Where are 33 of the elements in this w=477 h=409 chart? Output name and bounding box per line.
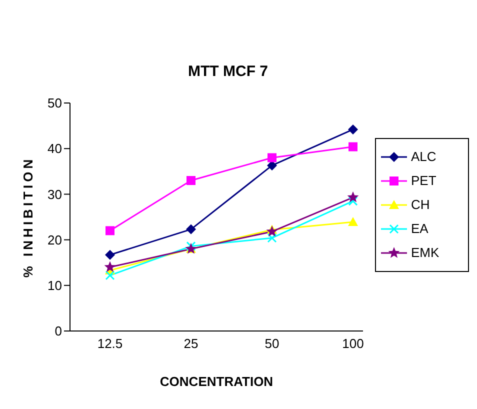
point: [347, 191, 359, 202]
point: [267, 233, 277, 243]
y-tick-label: 20: [48, 232, 62, 248]
point: [105, 270, 115, 280]
legend-label: CH: [411, 197, 430, 212]
y-axis-title: % INHIBITION: [20, 156, 36, 278]
point: [186, 224, 196, 234]
x-tick-label: 25: [184, 336, 198, 352]
x-tick-label: 12.5: [97, 336, 123, 352]
y-tick-label: 10: [48, 278, 62, 294]
y-tick-label: 0: [54, 324, 62, 339]
legend-label: PET: [411, 173, 436, 188]
x-axis-title: CONCENTRATION: [160, 374, 274, 389]
point: [348, 196, 358, 206]
point: [106, 226, 114, 236]
x-tick-label: 100: [342, 336, 364, 352]
point: [348, 124, 358, 134]
point: [105, 250, 115, 260]
legend-label: ALC: [411, 149, 436, 164]
y-tick-label: 30: [48, 186, 62, 202]
x-tick-label: 50: [264, 336, 280, 352]
point: [266, 226, 278, 236]
point: [348, 142, 358, 152]
y-tick-label: 50: [48, 96, 62, 111]
point: [268, 153, 276, 162]
point: [186, 241, 196, 251]
point: [348, 217, 358, 226]
y-tick-label: 40: [48, 141, 62, 156]
chart-title: MTT MCF 7: [187, 63, 269, 80]
legend-label: EMK: [411, 245, 440, 260]
legend-label: EA: [411, 221, 428, 236]
point: [104, 261, 116, 272]
point: [186, 176, 196, 186]
